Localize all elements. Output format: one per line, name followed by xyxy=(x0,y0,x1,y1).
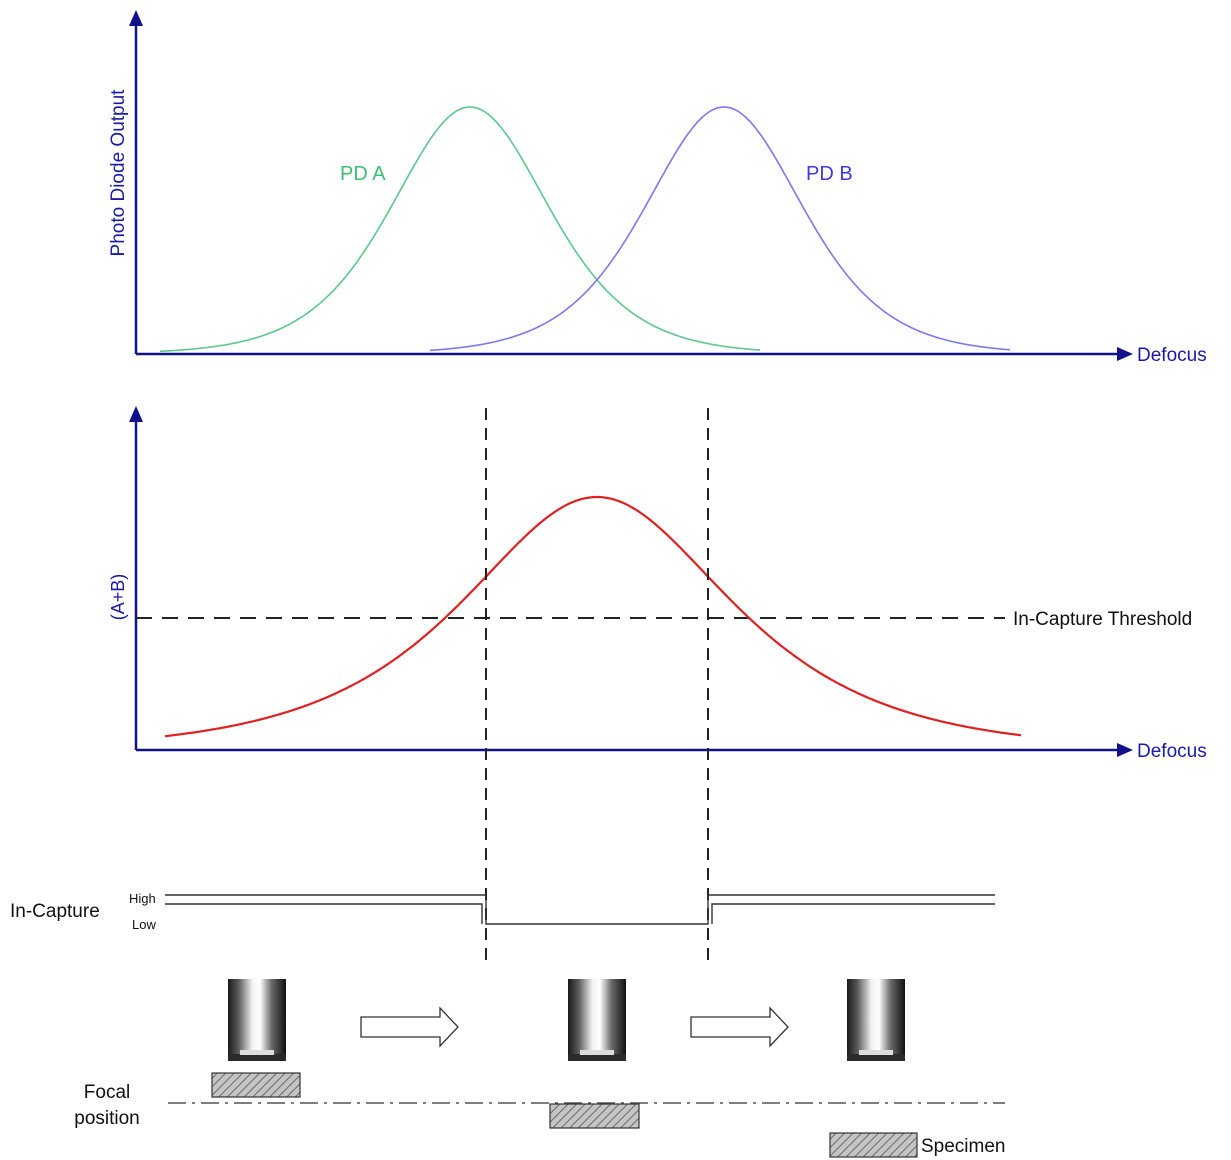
low-label: Low xyxy=(132,917,156,932)
right-arrow-icon xyxy=(360,1006,459,1048)
pd-a-curve xyxy=(159,106,761,353)
specimen-block-1 xyxy=(211,1072,301,1098)
top-x-arrow-icon xyxy=(1117,347,1133,361)
specimen-block-3 xyxy=(829,1132,918,1158)
top-chart: Photo Diode Output Defocus PD A PD B xyxy=(108,10,1207,366)
pd-b-label: PD B xyxy=(806,163,853,185)
in-capture-signal: In-Capture High Low xyxy=(10,891,995,932)
signal-line-upper xyxy=(165,894,995,925)
middle-x-arrow-icon xyxy=(1117,743,1133,757)
middle-y-arrow-icon xyxy=(129,406,143,422)
middle-x-axis-label: Defocus xyxy=(1137,741,1207,762)
high-label: High xyxy=(129,891,156,906)
objective-lens-2 xyxy=(568,979,626,1061)
objective-lens-1 xyxy=(228,979,286,1061)
in-capture-label: In-Capture xyxy=(10,901,100,922)
objective-lens-3 xyxy=(847,979,905,1061)
pd-b-curve xyxy=(429,106,1011,352)
top-y-arrow-icon xyxy=(129,10,143,26)
pd-a-label: PD A xyxy=(340,163,386,185)
top-x-axis-label: Defocus xyxy=(1137,345,1207,366)
middle-chart: (A+B) Defocus In-Capture Threshold xyxy=(108,406,1207,762)
signal-line-lower xyxy=(165,903,995,924)
focal-label-line2: position xyxy=(74,1108,140,1129)
threshold-label: In-Capture Threshold xyxy=(1013,609,1192,630)
specimen-block-2 xyxy=(549,1103,640,1129)
right-arrow-icon xyxy=(690,1006,789,1048)
top-y-axis-label: Photo Diode Output xyxy=(108,89,129,257)
sum-curve xyxy=(164,495,1022,738)
specimen-label: Specimen xyxy=(921,1136,1006,1157)
focal-label-line1: Focal xyxy=(84,1082,130,1103)
middle-y-axis-label: (A+B) xyxy=(108,574,128,621)
